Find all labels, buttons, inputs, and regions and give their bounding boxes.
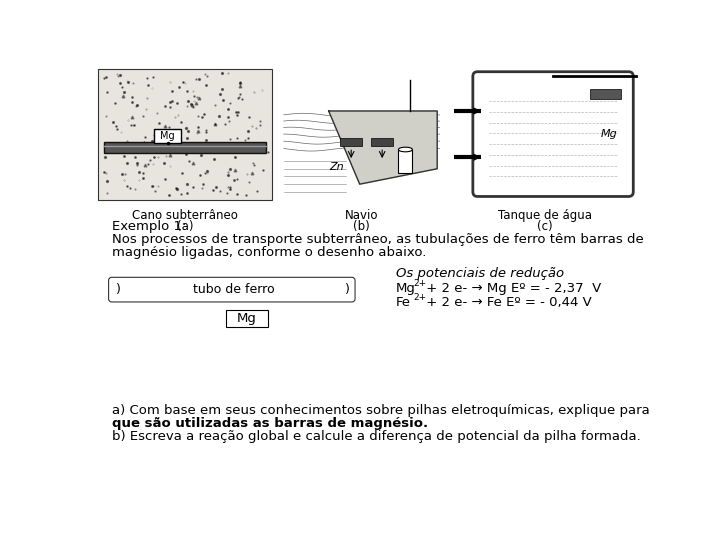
FancyBboxPatch shape xyxy=(109,278,355,302)
Text: 2+: 2+ xyxy=(413,293,426,302)
Bar xyxy=(282,69,441,200)
Text: (b): (b) xyxy=(354,220,370,233)
Text: tubo de ferro: tubo de ferro xyxy=(192,283,274,296)
Text: Os potenciais de redução: Os potenciais de redução xyxy=(396,267,564,280)
Text: 2+: 2+ xyxy=(413,279,426,288)
Text: Exemplo 1:: Exemplo 1: xyxy=(112,220,186,233)
Text: Mg: Mg xyxy=(237,312,256,325)
Text: (a): (a) xyxy=(176,220,193,233)
Bar xyxy=(225,309,269,327)
Text: b) Escreva a reação global e calcule a diferença de potencial da pilha formada.: b) Escreva a reação global e calcule a d… xyxy=(112,430,641,443)
Bar xyxy=(398,150,413,173)
Bar xyxy=(372,138,393,146)
Text: ): ) xyxy=(117,283,121,296)
Ellipse shape xyxy=(398,147,413,152)
Text: que são utilizadas as barras de magnésio.: que são utilizadas as barras de magnésio… xyxy=(112,417,428,430)
Text: Fe: Fe xyxy=(396,296,411,309)
Text: (c): (c) xyxy=(538,220,553,233)
Text: a) Com base em seus conhecimentos sobre pilhas eletroquímicas, explique para: a) Com base em seus conhecimentos sobre … xyxy=(112,403,649,416)
Text: Mg: Mg xyxy=(160,131,175,140)
Polygon shape xyxy=(329,111,437,184)
Text: + 2 e- → Fe Eº = - 0,44 V: + 2 e- → Fe Eº = - 0,44 V xyxy=(422,296,591,309)
Text: Zn: Zn xyxy=(329,162,343,172)
FancyBboxPatch shape xyxy=(473,72,634,197)
Text: Cano subterrâneo: Cano subterrâneo xyxy=(132,209,238,222)
Bar xyxy=(590,89,621,99)
Bar xyxy=(98,69,272,200)
Bar xyxy=(154,129,181,143)
Bar xyxy=(104,142,266,153)
Text: Navio: Navio xyxy=(345,209,379,222)
Bar xyxy=(451,69,640,200)
Text: Nos processos de transporte subterrâneo, as tubulações de ferro têm barras de: Nos processos de transporte subterrâneo,… xyxy=(112,233,644,246)
Text: ): ) xyxy=(345,283,350,296)
Text: magnésio ligadas, conforme o desenho abaixo.: magnésio ligadas, conforme o desenho aba… xyxy=(112,246,426,259)
Bar xyxy=(341,138,362,146)
Text: Tanque de água: Tanque de água xyxy=(498,209,593,222)
Text: + 2 e- → Mg Eº = - 2,37  V: + 2 e- → Mg Eº = - 2,37 V xyxy=(422,282,601,295)
Text: Mg: Mg xyxy=(396,282,416,295)
Text: Mg: Mg xyxy=(601,129,618,139)
